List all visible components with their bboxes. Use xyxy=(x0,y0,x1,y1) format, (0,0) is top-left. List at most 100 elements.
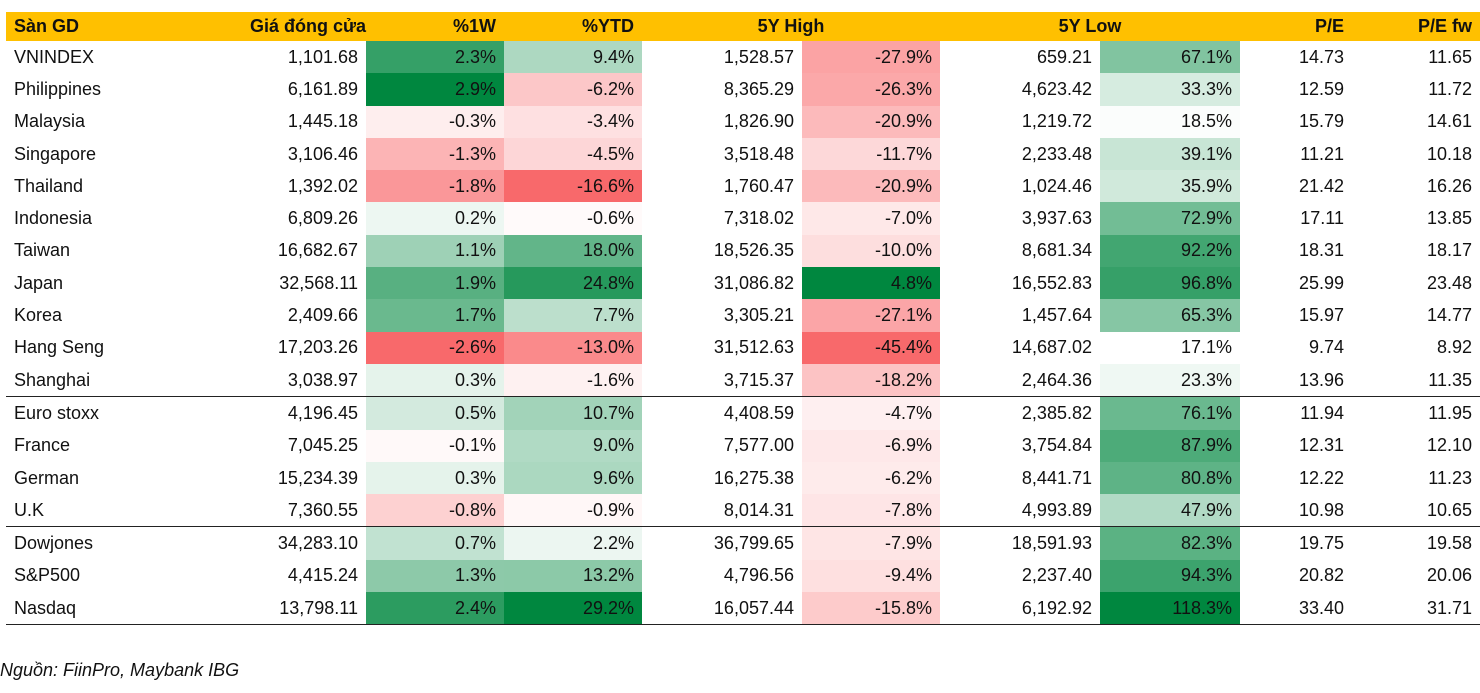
1w-change-cell: -1.8% xyxy=(366,170,504,203)
5y-low-cell: 3,754.84 xyxy=(1021,435,1092,456)
close-price-cell: 7,360.55 xyxy=(242,494,366,528)
5y-low-pct-cell: 118.3% xyxy=(1100,592,1240,626)
1w-change-cell: 1.7% xyxy=(366,299,504,332)
close-price-cell: 34,283.10 xyxy=(277,533,358,554)
5y-high-cell: 3,305.21 xyxy=(723,305,794,326)
5y-high-cell: 8,365.29 xyxy=(723,78,794,99)
pe-forward-cell: 14.61 xyxy=(1426,111,1472,132)
1w-change-cell: 0.2% xyxy=(366,202,504,235)
table-row: Taiwan 16,682.67 1.1% 18.0% 18,526.35 -10.0% 8… xyxy=(6,234,1480,268)
5y-high-cell: 1,826.90 xyxy=(723,111,794,132)
pe-cell: 20.82 xyxy=(1298,565,1344,586)
exchange-name-cell: Philippines xyxy=(14,78,102,99)
pe-cell: 13.96 xyxy=(1240,363,1352,398)
pe-forward-cell: 10.18 xyxy=(1426,143,1472,164)
close-price-cell: 3,038.97 xyxy=(242,363,366,398)
pe-forward-cell: 31.71 xyxy=(1352,592,1480,626)
ytd-change-cell: -16.6% xyxy=(504,170,642,203)
ytd-change-cell: -3.4% xyxy=(504,105,642,138)
1w-change-cell: -0.3% xyxy=(366,105,504,138)
close-price-cell: 1,392.02 xyxy=(287,175,358,196)
header-pe: P/E xyxy=(1240,12,1352,41)
5y-low-pct-cell: 33.3% xyxy=(1100,73,1240,106)
pe-forward-cell: 19.58 xyxy=(1426,533,1472,554)
market-comparison-table: Sàn GD Giá đóng cửa %1W %YTD 5Y High 5Y … xyxy=(6,12,1480,626)
ytd-change-cell: -4.5% xyxy=(504,137,642,171)
5y-low-cell: 2,464.36 xyxy=(940,363,1100,398)
exchange-name-cell: S&P500 xyxy=(14,565,81,586)
ytd-change-cell: 9.0% xyxy=(504,429,642,462)
ytd-change-cell: -6.2% xyxy=(504,73,642,106)
close-price-cell: 6,161.89 xyxy=(287,78,358,99)
1w-change-cell: -2.6% xyxy=(366,331,504,364)
5y-low-pct-cell: 76.1% xyxy=(1100,396,1240,430)
1w-change-cell: -0.1% xyxy=(366,429,504,462)
5y-low-pct-cell: 92.2% xyxy=(1100,234,1240,268)
5y-low-cell: 1,457.64 xyxy=(1021,305,1092,326)
1w-change-cell: 1.1% xyxy=(366,234,504,268)
header-close-price: Giá đóng cửa xyxy=(242,12,366,41)
5y-high-pct-cell: -7.8% xyxy=(802,494,940,528)
ytd-change-cell: -0.9% xyxy=(504,494,642,528)
table-row: Nasdaq 13,798.11 2.4% 29.2% 16,057.44 -15.8% 6… xyxy=(6,592,1480,626)
5y-high-cell: 16,275.38 xyxy=(713,467,794,488)
table-row: Malaysia 1,445.18 -0.3% -3.4% 1,826.90 -20.9%… xyxy=(6,105,1480,138)
pe-forward-cell: 14.77 xyxy=(1426,305,1472,326)
5y-low-cell: 14,687.02 xyxy=(1011,337,1092,358)
1w-change-cell: -1.3% xyxy=(366,137,504,171)
table-row: S&P500 4,415.24 1.3% 13.2% 4,796.56 -9.4% 2,23… xyxy=(6,559,1480,593)
5y-low-cell: 4,623.42 xyxy=(1021,78,1092,99)
5y-low-pct-cell: 17.1% xyxy=(1100,331,1240,364)
exchange-name-cell: Thailand xyxy=(14,175,84,196)
pe-cell: 19.75 xyxy=(1298,533,1344,554)
table-row: Indonesia 6,809.26 0.2% -0.6% 7,318.02 -7.0% 3… xyxy=(6,202,1480,235)
5y-low-pct-cell: 87.9% xyxy=(1100,429,1240,462)
pe-cell: 21.42 xyxy=(1298,175,1344,196)
source-note: Nguồn: FiinPro, Maybank IBG xyxy=(0,660,240,680)
pe-forward-cell: 10.65 xyxy=(1352,494,1480,528)
5y-high-pct-cell: -9.4% xyxy=(802,559,940,593)
5y-low-pct-cell: 65.3% xyxy=(1100,299,1240,332)
pe-forward-cell: 11.72 xyxy=(1428,78,1472,99)
header-pe-forward: P/E fw xyxy=(1352,12,1480,41)
5y-low-cell: 3,937.63 xyxy=(1021,208,1092,229)
5y-high-cell: 1,528.57 xyxy=(723,46,794,67)
5y-low-pct-cell: 47.9% xyxy=(1100,494,1240,528)
5y-low-cell: 1,024.46 xyxy=(1021,175,1092,196)
5y-high-pct-cell: -20.9% xyxy=(802,105,940,138)
5y-high-pct-cell: -4.7% xyxy=(802,396,940,430)
table-row: Dowjones 34,283.10 0.7% 2.2% 36,799.65 -7.9% 1… xyxy=(6,526,1480,560)
close-price-cell: 7,045.25 xyxy=(287,435,358,456)
1w-change-cell: 2.9% xyxy=(366,73,504,106)
5y-low-cell: 8,441.71 xyxy=(1021,467,1092,488)
5y-high-cell: 7,318.02 xyxy=(723,208,794,229)
5y-low-pct-cell: 18.5% xyxy=(1100,105,1240,138)
5y-high-cell: 4,796.56 xyxy=(723,565,794,586)
5y-low-pct-cell: 82.3% xyxy=(1100,526,1240,560)
5y-high-cell: 3,715.37 xyxy=(642,363,802,398)
5y-low-pct-cell: 67.1% xyxy=(1100,41,1240,74)
pe-cell: 18.31 xyxy=(1298,240,1344,261)
table-header-row: Sàn GD Giá đóng cửa %1W %YTD 5Y High 5Y … xyxy=(6,12,1480,41)
pe-forward-cell: 13.85 xyxy=(1426,208,1472,229)
5y-high-pct-cell: -27.9% xyxy=(802,41,940,74)
pe-cell: 12.31 xyxy=(1298,435,1344,456)
exchange-name-cell: Euro stoxx xyxy=(14,402,100,423)
table-row: Japan 32,568.11 1.9% 24.8% 31,086.82 4.8% 16,5… xyxy=(6,267,1480,300)
pe-cell: 25.99 xyxy=(1298,272,1344,293)
exchange-name-cell: German xyxy=(14,467,80,488)
close-price-cell: 15,234.39 xyxy=(277,467,358,488)
1w-change-cell: 1.3% xyxy=(366,559,504,593)
ytd-change-cell: 9.4% xyxy=(504,41,642,74)
1w-change-cell: 0.7% xyxy=(366,526,504,560)
table-row: Euro stoxx 4,196.45 0.5% 10.7% 4,408.59 -4.7%… xyxy=(6,396,1480,430)
ytd-change-cell: -13.0% xyxy=(504,331,642,364)
table-row: U.K 7,360.55 -0.8% -0.9% 8,014.31 -7.8% 4,993.… xyxy=(6,494,1480,528)
exchange-name-cell: Nasdaq xyxy=(6,592,242,626)
1w-change-cell: 2.3% xyxy=(366,41,504,74)
pe-cell: 11.94 xyxy=(1300,402,1344,423)
5y-low-cell: 2,385.82 xyxy=(1021,402,1092,423)
exchange-name-cell: Hang Seng xyxy=(14,337,105,358)
exchange-name-cell: VNINDEX xyxy=(14,46,95,67)
header-5y-low: 5Y Low xyxy=(940,12,1240,41)
